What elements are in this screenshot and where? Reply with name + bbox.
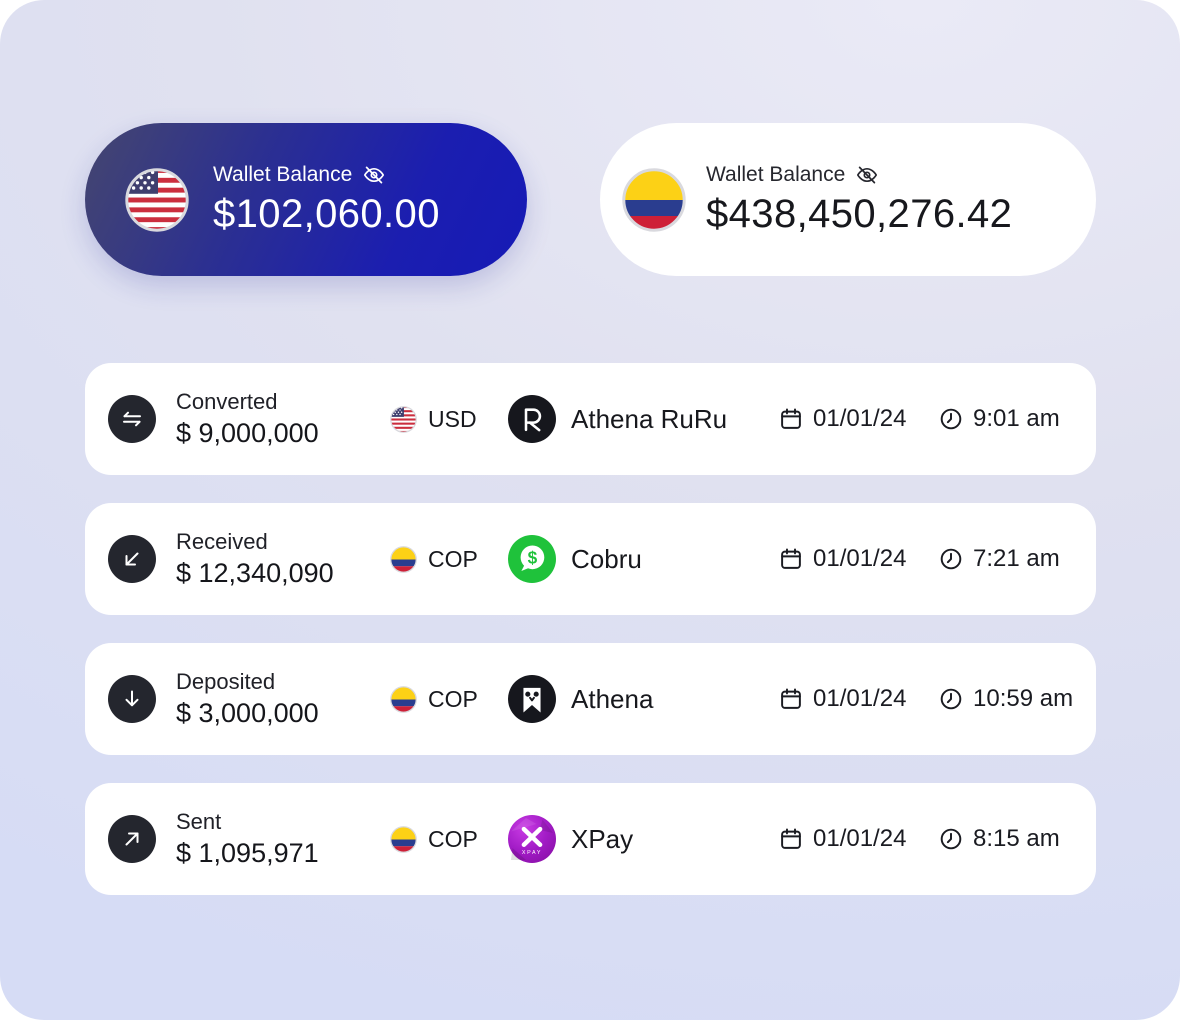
transaction-time: 8:15 am (973, 825, 1060, 852)
currency-code: COP (428, 685, 478, 712)
transaction-currency-group: USD (390, 406, 508, 433)
transaction-date: 01/01/24 (813, 685, 907, 712)
transaction-row[interactable]: Received $ 12,340,090 COP $ Cobru 01/01/… (85, 503, 1096, 615)
transaction-type-icon (108, 534, 156, 583)
currency-flag-icon (390, 545, 417, 573)
transaction-row[interactable]: Sent $ 1,095,971 COP XPAY XPay 01/01/24 … (85, 783, 1096, 895)
transaction-list: Converted $ 9,000,000 USD Athena RuRu 01… (85, 363, 1096, 895)
wallet-balance-amount: $102,060.00 (213, 191, 440, 236)
calendar-icon (778, 406, 804, 432)
transaction-type-icon (108, 814, 156, 863)
transaction-date: 01/01/24 (813, 545, 907, 572)
transaction-amount: $ 12,340,090 (176, 558, 334, 589)
transaction-type-group: Received $ 12,340,090 (108, 529, 390, 589)
currency-code: COP (428, 825, 478, 852)
eye-off-icon[interactable] (855, 163, 879, 187)
partner-logo-icon: $ (508, 535, 556, 583)
transaction-time: 9:01 am (973, 405, 1060, 432)
currency-code: USD (428, 405, 477, 432)
clock-icon (938, 546, 964, 572)
currency-flag-icon (390, 405, 417, 433)
partner-logo-icon (508, 395, 556, 443)
wallet-balance-label: Wallet Balance (213, 163, 353, 187)
transaction-type-icon (108, 394, 156, 443)
transaction-datetime-group: 01/01/24 7:21 am (778, 545, 1064, 573)
transaction-currency-group: COP (390, 686, 508, 713)
transaction-amount: $ 1,095,971 (176, 838, 319, 869)
transaction-partner-group: Athena (508, 675, 778, 723)
transaction-type-label: Converted (176, 388, 278, 414)
partner-name: Athena (571, 683, 654, 714)
transaction-type-label: Deposited (176, 668, 276, 694)
transaction-datetime-group: 01/01/24 9:01 am (778, 405, 1064, 433)
wallet-balance-pill: Wallet Balance $438,450,276.42 (600, 123, 1096, 276)
transaction-time: 10:59 am (973, 685, 1074, 712)
partner-name: Cobru (571, 543, 642, 574)
currency-code: COP (428, 545, 478, 572)
transaction-datetime-group: 01/01/24 10:59 am (778, 685, 1073, 713)
transaction-partner-group: Athena RuRu (508, 395, 778, 443)
partner-name: XPay (571, 823, 634, 854)
transaction-partner-group: $ Cobru (508, 535, 778, 583)
transaction-type-group: Converted $ 9,000,000 (108, 389, 390, 449)
transaction-currency-group: COP (390, 546, 508, 573)
eye-off-icon[interactable] (362, 163, 386, 187)
clock-icon (938, 406, 964, 432)
currency-flag-icon (125, 167, 189, 232)
calendar-icon (778, 546, 804, 572)
transaction-type-label: Sent (176, 808, 222, 834)
svg-text:XPAY: XPAY (522, 850, 542, 856)
transaction-amount: $ 3,000,000 (176, 698, 319, 729)
wallet-balance-label: Wallet Balance (706, 163, 846, 187)
transaction-type-group: Sent $ 1,095,971 (108, 809, 390, 869)
transaction-date: 01/01/24 (813, 405, 907, 432)
clock-icon (938, 826, 964, 852)
wallet-balance-text: Wallet Balance $102,060.00 (213, 162, 440, 236)
transaction-type-label: Received (176, 528, 268, 554)
transaction-datetime-group: 01/01/24 8:15 am (778, 825, 1064, 853)
currency-flag-icon (390, 685, 417, 713)
wallet-balance-text: Wallet Balance $438,450,276.42 (706, 162, 1012, 236)
currency-flag-icon (622, 167, 686, 232)
clock-icon (938, 686, 964, 712)
transaction-currency-group: COP (390, 826, 508, 853)
calendar-icon (778, 686, 804, 712)
transaction-date: 01/01/24 (813, 825, 907, 852)
partner-logo-icon: XPAY (508, 815, 556, 863)
currency-flag-icon (390, 825, 417, 853)
wallet-balance-amount: $438,450,276.42 (706, 191, 1013, 236)
svg-text:$: $ (528, 548, 538, 568)
transaction-time: 7:21 am (973, 545, 1060, 572)
transaction-type-icon (108, 674, 156, 723)
transaction-partner-group: XPAY XPay (508, 815, 778, 863)
transaction-type-group: Deposited $ 3,000,000 (108, 669, 390, 729)
transaction-row[interactable]: Converted $ 9,000,000 USD Athena RuRu 01… (85, 363, 1096, 475)
wallet-balances: Wallet Balance $102,060.00 Wallet Balanc… (85, 123, 1096, 276)
partner-name: Athena RuRu (571, 403, 728, 434)
partner-logo-icon (508, 675, 556, 723)
calendar-icon (778, 826, 804, 852)
wallet-balance-pill: Wallet Balance $102,060.00 (85, 123, 527, 276)
transaction-amount: $ 9,000,000 (176, 418, 319, 449)
transaction-row[interactable]: Deposited $ 3,000,000 COP Athena 01/01/2… (85, 643, 1096, 755)
